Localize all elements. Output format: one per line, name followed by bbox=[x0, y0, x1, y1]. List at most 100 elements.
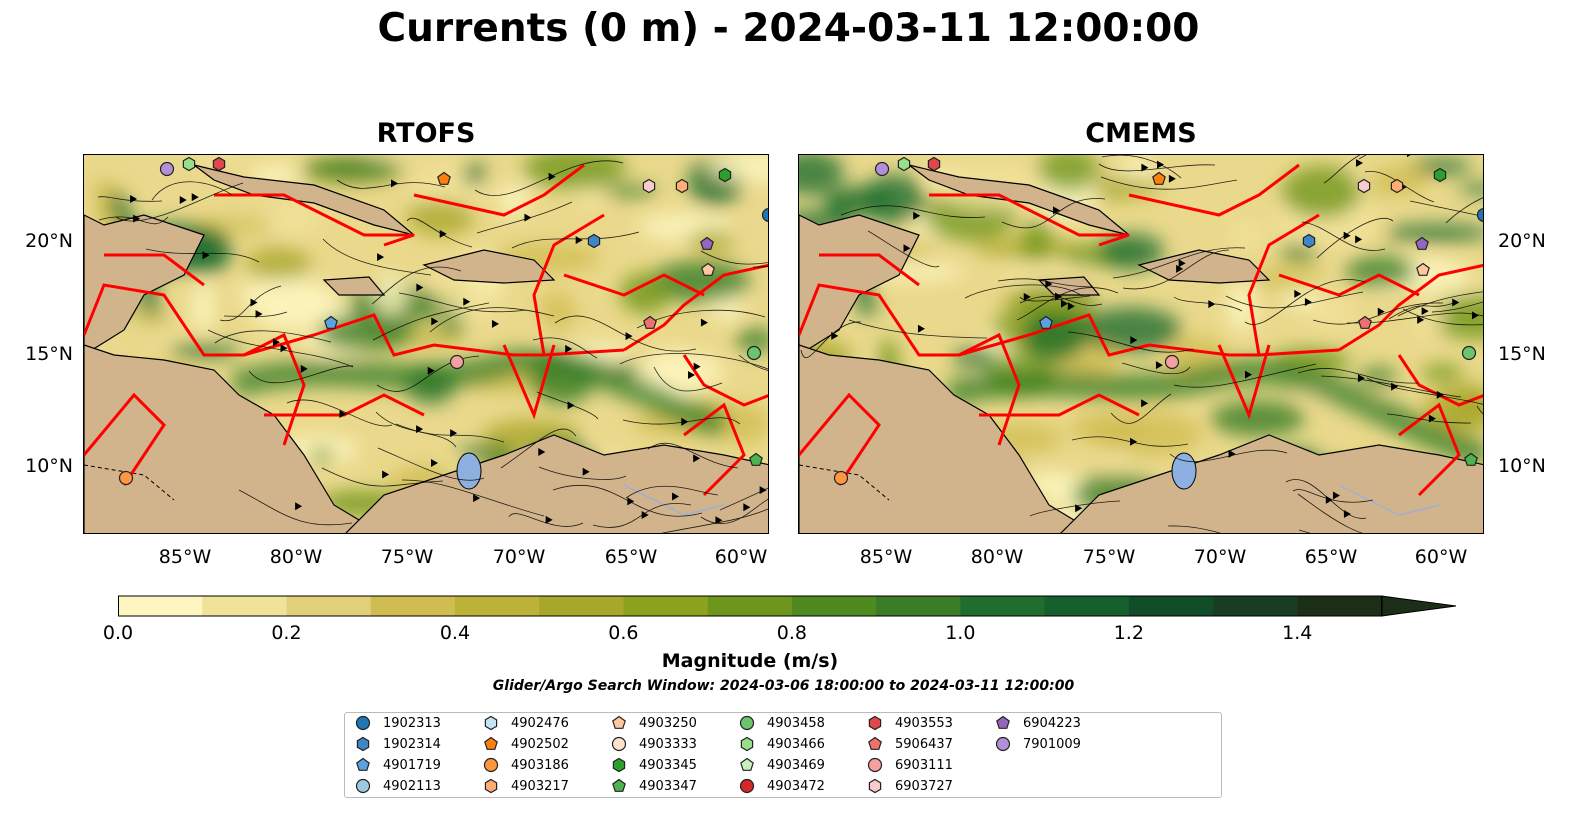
colorbar-segment bbox=[1297, 596, 1382, 616]
legend-marker-icon bbox=[612, 715, 626, 729]
colorbar-segment bbox=[539, 596, 624, 616]
figure-title: Currents (0 m) - 2024-03-11 12:00:00 bbox=[377, 6, 1200, 51]
legend-entry: 4903472 bbox=[739, 778, 825, 794]
legend-label: 4903458 bbox=[767, 715, 825, 731]
circle-marker-icon bbox=[355, 715, 371, 731]
pentagon-marker-icon bbox=[612, 778, 626, 792]
panel-title-cmems: CMEMS bbox=[1085, 118, 1197, 149]
legend-marker-icon bbox=[611, 736, 627, 752]
legend-entry: 7901009 bbox=[995, 736, 1081, 752]
float-marker bbox=[761, 207, 768, 223]
legend-marker-icon bbox=[355, 778, 371, 794]
legend-marker-icon bbox=[740, 757, 754, 771]
pentagon-marker-icon bbox=[484, 736, 498, 750]
legend-entry: 4903347 bbox=[611, 778, 697, 794]
hexagon-marker-icon bbox=[484, 715, 498, 731]
float-marker bbox=[1476, 207, 1483, 223]
colorbar-tick-label: 1.4 bbox=[1282, 622, 1313, 644]
legend-entry: 4903458 bbox=[739, 715, 825, 731]
colorbar-segment bbox=[623, 596, 709, 616]
float-marker bbox=[700, 236, 714, 250]
legend-entry: 4903333 bbox=[611, 736, 697, 752]
colorbar-gradient bbox=[118, 595, 1457, 617]
lon-label: 85°W bbox=[859, 546, 913, 568]
legend-marker-icon bbox=[484, 736, 498, 750]
cmems-map bbox=[798, 154, 1484, 534]
circle-marker-icon bbox=[739, 715, 755, 731]
circle-marker-icon bbox=[355, 778, 371, 794]
float-marker bbox=[675, 178, 689, 194]
legend-entry: 4903186 bbox=[483, 757, 569, 773]
rtofs-map bbox=[83, 154, 769, 534]
lon-label: 60°W bbox=[714, 546, 768, 568]
legend-marker-icon bbox=[612, 757, 626, 773]
legend-marker-icon bbox=[612, 778, 626, 792]
legend-marker-icon bbox=[484, 715, 498, 731]
legend-marker-icon bbox=[867, 757, 883, 773]
legend-label: 7901009 bbox=[1023, 736, 1081, 752]
pentagon-marker-icon bbox=[996, 715, 1010, 729]
map-canvas bbox=[799, 155, 1483, 533]
colorbar-segment bbox=[960, 596, 1046, 616]
float-marker bbox=[749, 452, 763, 466]
colorbar-segment bbox=[202, 596, 287, 616]
legend-entry: 4903217 bbox=[483, 778, 569, 794]
panel-title-rtofs: RTOFS bbox=[376, 118, 476, 149]
float-marker bbox=[897, 156, 911, 172]
legend-marker-icon bbox=[355, 715, 371, 731]
float-marker bbox=[1302, 233, 1316, 249]
float-marker bbox=[1415, 236, 1429, 250]
circle-marker-icon bbox=[739, 778, 755, 794]
lon-label: 80°W bbox=[269, 546, 323, 568]
legend-entry: 4903553 bbox=[867, 715, 953, 731]
lon-label: 60°W bbox=[1414, 546, 1468, 568]
float-marker bbox=[874, 161, 890, 177]
legend-entry: 6903727 bbox=[867, 778, 953, 794]
colorbar-segment bbox=[1213, 596, 1298, 616]
lon-label: 70°W bbox=[492, 546, 546, 568]
legend-label: 4903553 bbox=[895, 715, 953, 731]
float-marker bbox=[1461, 345, 1477, 361]
colorbar-tick-label: 0.4 bbox=[439, 622, 471, 644]
colorbar-segment bbox=[1128, 596, 1214, 616]
legend-entry: 4903250 bbox=[611, 715, 697, 731]
legend-entry: 4902113 bbox=[355, 778, 441, 794]
lat-label: 15°N bbox=[25, 343, 73, 365]
lat-label: 20°N bbox=[1498, 230, 1546, 252]
pentagon-marker-icon bbox=[740, 757, 754, 771]
legend-marker-icon bbox=[356, 736, 370, 752]
legend-label: 4903347 bbox=[639, 778, 697, 794]
colorbar-segment bbox=[791, 596, 877, 616]
legend-marker-icon bbox=[484, 778, 498, 794]
legend-label: 4902502 bbox=[511, 736, 569, 752]
float-marker bbox=[1358, 315, 1372, 329]
legend-label: 6904223 bbox=[1023, 715, 1081, 731]
lon-label: 75°W bbox=[1082, 546, 1136, 568]
float-marker bbox=[1152, 171, 1166, 185]
hexagon-marker-icon bbox=[484, 778, 498, 794]
legend-label: 4903345 bbox=[639, 757, 697, 773]
hexagon-marker-icon bbox=[356, 736, 370, 752]
lon-label: 80°W bbox=[970, 546, 1024, 568]
legend-entry: 1902313 bbox=[355, 715, 441, 731]
float-marker bbox=[1464, 452, 1478, 466]
legend-marker-icon bbox=[483, 757, 499, 773]
legend-entry: 1902314 bbox=[355, 736, 441, 752]
float-marker bbox=[927, 156, 941, 172]
legend-entry: 6904223 bbox=[995, 715, 1081, 731]
legend-label: 5906437 bbox=[895, 736, 953, 752]
legend-marker-icon bbox=[739, 778, 755, 794]
hexagon-marker-icon bbox=[740, 736, 754, 752]
map-canvas bbox=[84, 155, 768, 533]
float-marker bbox=[642, 178, 656, 194]
legend-entry: 4902476 bbox=[483, 715, 569, 731]
float-marker bbox=[1416, 262, 1430, 276]
legend-label: 4903472 bbox=[767, 778, 825, 794]
float-marker bbox=[587, 233, 601, 249]
legend-marker-icon bbox=[868, 715, 882, 731]
circle-marker-icon bbox=[483, 757, 499, 773]
colorbar-tick-label: 0.0 bbox=[102, 622, 134, 644]
legend-marker-icon bbox=[740, 736, 754, 752]
legend-marker-icon bbox=[739, 715, 755, 731]
hexagon-marker-icon bbox=[868, 778, 882, 794]
